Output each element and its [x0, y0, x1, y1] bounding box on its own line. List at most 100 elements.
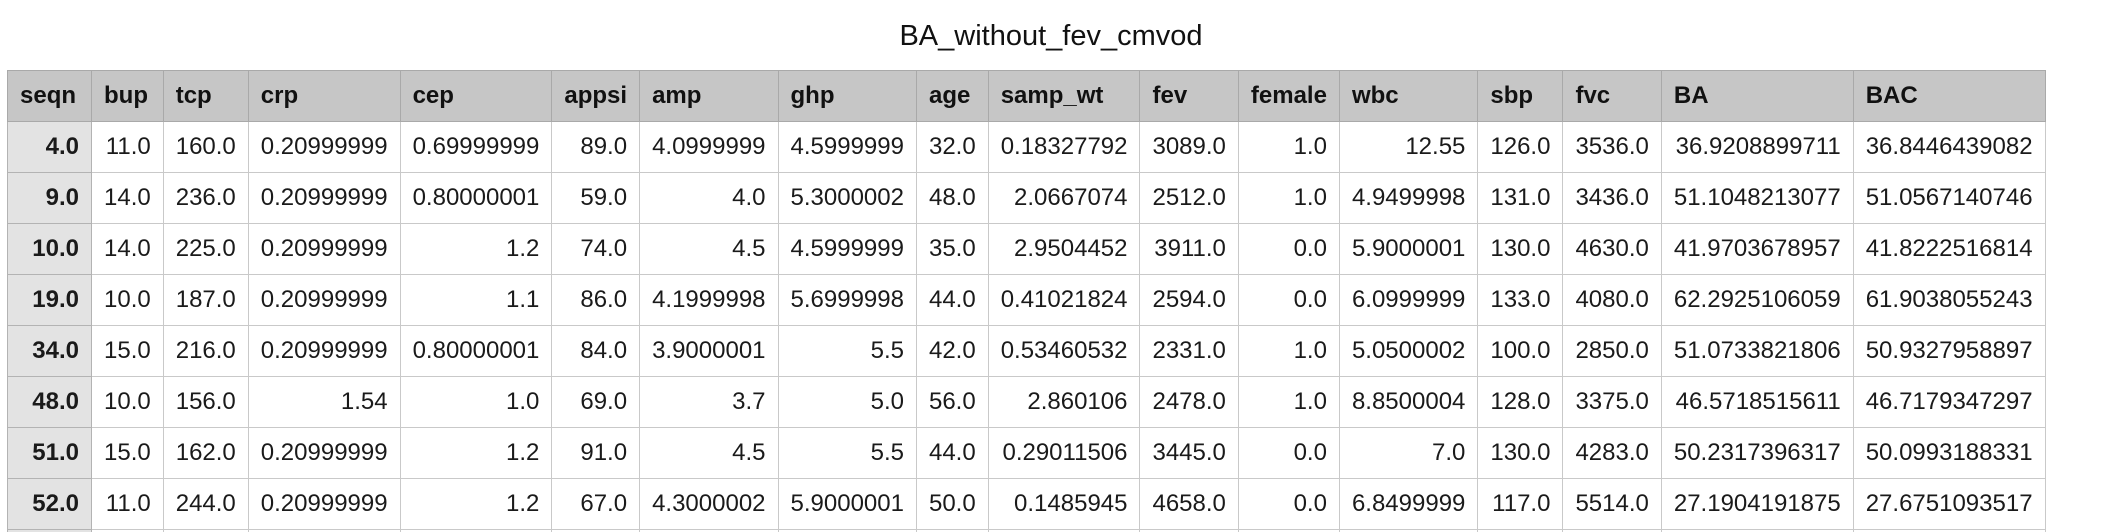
column-header-age[interactable]: age: [915, 70, 989, 122]
column-header-amp[interactable]: amp: [639, 70, 779, 122]
cell-appsi[interactable]: 84.0: [551, 325, 641, 377]
cell-samp_wt[interactable]: 0.53460532: [987, 325, 1141, 377]
row-index-cell[interactable]: [7, 529, 92, 532]
cell-crp[interactable]: 0.20999999: [247, 478, 401, 530]
cell-appsi[interactable]: 69.0: [551, 376, 641, 428]
cell-fvc[interactable]: 4080.0: [1562, 274, 1662, 326]
cell-amp[interactable]: 3.9000001: [639, 325, 779, 377]
cell-bac[interactable]: 51.0567140746: [1852, 172, 2046, 224]
cell-cep[interactable]: 1.2: [399, 223, 553, 275]
cell-amp[interactable]: 4.5: [639, 223, 779, 275]
column-header-samp_wt[interactable]: samp_wt: [987, 70, 1141, 122]
column-header-ba[interactable]: BA: [1660, 70, 1854, 122]
column-header-wbc[interactable]: wbc: [1338, 70, 1479, 122]
row-index-cell[interactable]: 19.0: [7, 274, 92, 326]
cell-fvc[interactable]: 3375.0: [1562, 376, 1662, 428]
column-header-sbp[interactable]: sbp: [1477, 70, 1564, 122]
cell-age[interactable]: 42.0: [915, 325, 989, 377]
cell-appsi[interactable]: 89.0: [551, 121, 641, 173]
cell-fvc[interactable]: 3436.0: [1562, 172, 1662, 224]
row-index-cell[interactable]: 4.0: [7, 121, 92, 173]
cell-fev[interactable]: 2512.0: [1139, 172, 1239, 224]
cell-sbp[interactable]: 126.0: [1477, 121, 1564, 173]
cell-wbc[interactable]: 12.55: [1338, 121, 1479, 173]
cell-ba[interactable]: 36.9208899711: [1660, 121, 1854, 173]
cell-sbp[interactable]: 131.0: [1477, 172, 1564, 224]
cell-age[interactable]: 44.0: [915, 274, 989, 326]
cell-sbp[interactable]: 128.0: [1477, 376, 1564, 428]
column-header-bac[interactable]: BAC: [1852, 70, 2046, 122]
cell-fvc[interactable]: 4630.0: [1562, 223, 1662, 275]
cell-amp[interactable]: 4.1999998: [639, 274, 779, 326]
cell-fev[interactable]: 2478.0: [1139, 376, 1239, 428]
cell-fvc[interactable]: 2850.0: [1562, 325, 1662, 377]
cell-ba[interactable]: 41.9703678957: [1660, 223, 1854, 275]
cell-female[interactable]: 0.0: [1237, 478, 1340, 530]
cell-fvc[interactable]: 3536.0: [1562, 121, 1662, 173]
cell-appsi[interactable]: 59.0: [551, 172, 641, 224]
cell-tcp[interactable]: 244.0: [162, 478, 249, 530]
cell-tcp[interactable]: [162, 529, 249, 532]
cell-crp[interactable]: 1.54: [247, 376, 401, 428]
cell-sbp[interactable]: 100.0: [1477, 325, 1564, 377]
cell-fev[interactable]: 3911.0: [1139, 223, 1239, 275]
cell-bup[interactable]: 15.0: [91, 325, 164, 377]
cell-female[interactable]: 0.0: [1237, 274, 1340, 326]
cell-bac[interactable]: 41.8222516814: [1852, 223, 2046, 275]
cell-cep[interactable]: [399, 529, 553, 532]
cell-bup[interactable]: 10.0: [91, 274, 164, 326]
cell-female[interactable]: 1.0: [1237, 172, 1340, 224]
cell-fvc[interactable]: [1562, 529, 1662, 532]
cell-fvc[interactable]: 5514.0: [1562, 478, 1662, 530]
cell-samp_wt[interactable]: 0.29011506: [987, 427, 1141, 479]
cell-bup[interactable]: 14.0: [91, 223, 164, 275]
cell-wbc[interactable]: 6.0999999: [1338, 274, 1479, 326]
cell-wbc[interactable]: 5.0500002: [1338, 325, 1479, 377]
cell-appsi[interactable]: 74.0: [551, 223, 641, 275]
cell-age[interactable]: 48.0: [915, 172, 989, 224]
column-header-cep[interactable]: cep: [399, 70, 553, 122]
cell-bup[interactable]: 11.0: [91, 121, 164, 173]
cell-ghp[interactable]: 5.5: [777, 325, 917, 377]
cell-cep[interactable]: 1.2: [399, 478, 553, 530]
cell-tcp[interactable]: 162.0: [162, 427, 249, 479]
column-header-female[interactable]: female: [1237, 70, 1340, 122]
cell-bac[interactable]: 61.9038055243: [1852, 274, 2046, 326]
cell-female[interactable]: 1.0: [1237, 325, 1340, 377]
cell-bac[interactable]: [1852, 529, 2046, 532]
cell-bac[interactable]: 50.9327958897: [1852, 325, 2046, 377]
cell-ba[interactable]: 51.1048213077: [1660, 172, 1854, 224]
cell-ba[interactable]: 62.2925106059: [1660, 274, 1854, 326]
cell-amp[interactable]: 4.5: [639, 427, 779, 479]
cell-wbc[interactable]: 4.9499998: [1338, 172, 1479, 224]
cell-cep[interactable]: 1.2: [399, 427, 553, 479]
cell-crp[interactable]: 0.20999999: [247, 172, 401, 224]
cell-samp_wt[interactable]: 0.41021824: [987, 274, 1141, 326]
cell-age[interactable]: 32.0: [915, 121, 989, 173]
cell-bac[interactable]: 36.8446439082: [1852, 121, 2046, 173]
cell-ghp[interactable]: 4.5999999: [777, 121, 917, 173]
cell-tcp[interactable]: 187.0: [162, 274, 249, 326]
cell-wbc[interactable]: 6.8499999: [1338, 478, 1479, 530]
cell-bup[interactable]: 10.0: [91, 376, 164, 428]
cell-crp[interactable]: 0.20999999: [247, 121, 401, 173]
cell-fev[interactable]: 3445.0: [1139, 427, 1239, 479]
cell-fvc[interactable]: 4283.0: [1562, 427, 1662, 479]
cell-ghp[interactable]: 5.9000001: [777, 478, 917, 530]
cell-age[interactable]: 56.0: [915, 376, 989, 428]
row-index-cell[interactable]: 52.0: [7, 478, 92, 530]
cell-sbp[interactable]: 130.0: [1477, 223, 1564, 275]
cell-amp[interactable]: 4.3000002: [639, 478, 779, 530]
cell-fev[interactable]: 2331.0: [1139, 325, 1239, 377]
cell-ghp[interactable]: 5.3000002: [777, 172, 917, 224]
cell-wbc[interactable]: [1338, 529, 1479, 532]
cell-appsi[interactable]: 91.0: [551, 427, 641, 479]
cell-tcp[interactable]: 225.0: [162, 223, 249, 275]
cell-samp_wt[interactable]: 0.1485945: [987, 478, 1141, 530]
column-header-appsi[interactable]: appsi: [551, 70, 641, 122]
cell-cep[interactable]: 0.80000001: [399, 325, 553, 377]
row-index-cell[interactable]: 34.0: [7, 325, 92, 377]
column-header-fev[interactable]: fev: [1139, 70, 1239, 122]
cell-crp[interactable]: 0.20999999: [247, 427, 401, 479]
cell-appsi[interactable]: 67.0: [551, 478, 641, 530]
